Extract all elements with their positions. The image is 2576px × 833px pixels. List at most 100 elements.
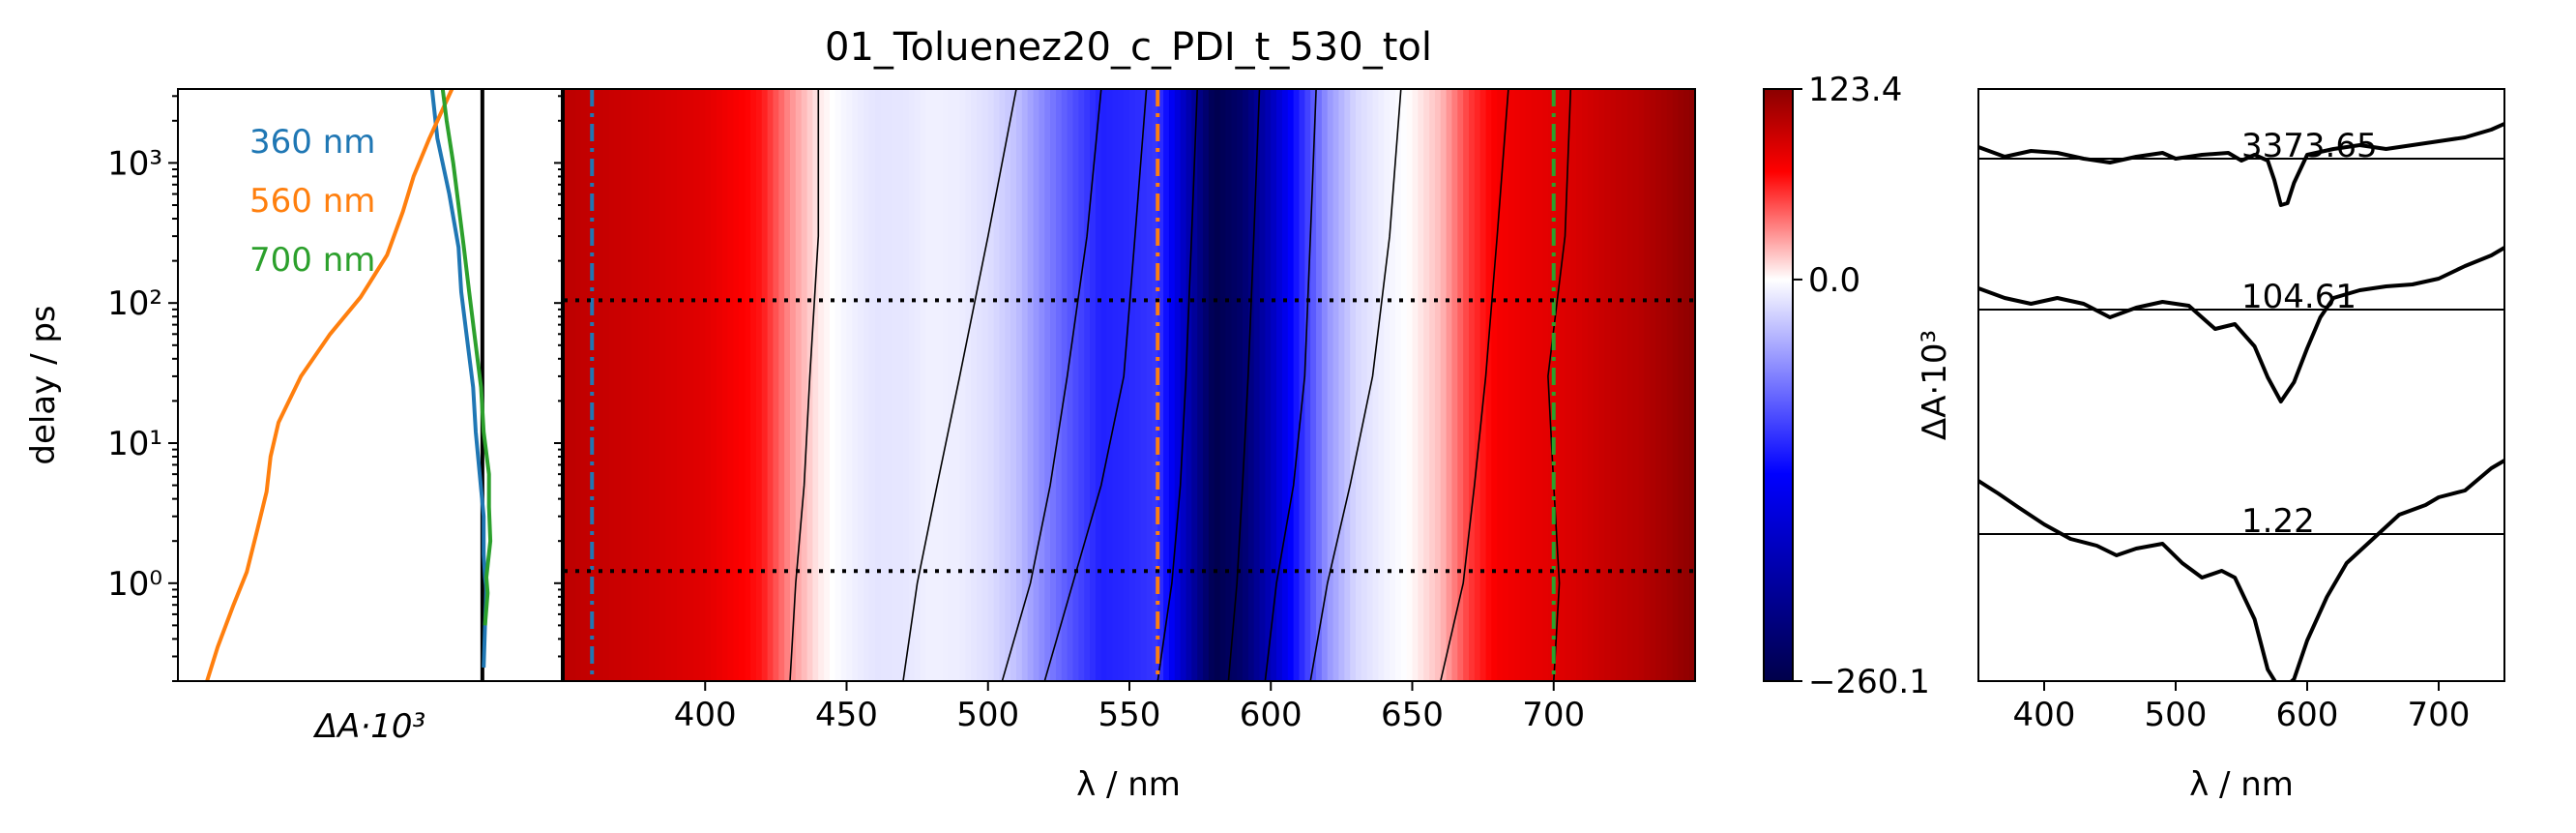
heatmap-cell bbox=[1626, 89, 1634, 681]
heatmap-cell bbox=[834, 89, 842, 681]
heatmap-cell bbox=[1542, 89, 1549, 681]
heatmap-cell bbox=[942, 89, 950, 681]
heatmap-cell bbox=[1299, 89, 1305, 681]
map-x-tick-label: 400 bbox=[674, 696, 737, 734]
spectra-labels: 3373.65 104.61 1.22 bbox=[2241, 127, 2378, 541]
heatmap-cell bbox=[858, 89, 864, 681]
heatmap-cell bbox=[840, 89, 848, 681]
heatmap-cell bbox=[1384, 89, 1390, 681]
heatmap-cell bbox=[671, 89, 678, 681]
heatmap-cell bbox=[1090, 89, 1097, 681]
heatmap-cell bbox=[1219, 89, 1227, 681]
heatmap-cell bbox=[897, 89, 904, 681]
heatmap-cell bbox=[1400, 89, 1408, 681]
heatmap-cell bbox=[959, 89, 966, 681]
heatmap-cell bbox=[693, 89, 700, 681]
heatmap-cell bbox=[1129, 89, 1136, 681]
heatmap-cell bbox=[1186, 89, 1192, 681]
heatmap-cell bbox=[727, 89, 735, 681]
heatmap-cell bbox=[648, 89, 656, 681]
heatmap-cell bbox=[914, 89, 922, 681]
heatmap-cell bbox=[1474, 89, 1481, 681]
heatmap-cell bbox=[1497, 89, 1504, 681]
heatmap-cell bbox=[1655, 89, 1662, 681]
heatmap-cell bbox=[1356, 89, 1362, 681]
heatmap-cell bbox=[1434, 89, 1442, 681]
heatmap-cell bbox=[1044, 89, 1051, 681]
heatmap-cell bbox=[829, 89, 836, 681]
heatmap-cell bbox=[1180, 89, 1187, 681]
heatmap-cell bbox=[592, 89, 599, 681]
heatmap-cell bbox=[1191, 89, 1198, 681]
heatmap-cell bbox=[1451, 89, 1458, 681]
heatmap-cell bbox=[1050, 89, 1057, 681]
heatmap-cell bbox=[750, 89, 757, 681]
heatmap-cell bbox=[1338, 89, 1345, 681]
heatmap-cell bbox=[564, 89, 571, 681]
heatmap-cell bbox=[739, 89, 746, 681]
heatmap-cell bbox=[818, 89, 825, 681]
heatmap-cell bbox=[1666, 89, 1674, 681]
kinetic-trace bbox=[205, 89, 454, 681]
heatmap-cell bbox=[1587, 89, 1595, 681]
chart-title: 01_Toluenez20_c_PDI_t_530_tol bbox=[825, 25, 1432, 70]
spectrum-delay-label: 3373.65 bbox=[2241, 127, 2378, 165]
heatmap-cell bbox=[1078, 89, 1085, 681]
heatmap-cell bbox=[1390, 89, 1396, 681]
y-tick-label: 10³ bbox=[107, 144, 162, 183]
heatmap-cell bbox=[1163, 89, 1170, 681]
heatmap-cell bbox=[586, 89, 593, 681]
heatmap-cell bbox=[773, 89, 779, 681]
heatmap-cell bbox=[1084, 89, 1091, 681]
contour-line bbox=[1440, 89, 1509, 681]
heatmap-cell bbox=[580, 89, 587, 681]
heatmap-cell bbox=[1112, 89, 1119, 681]
heatmap-cell bbox=[965, 89, 972, 681]
heatmap-cell bbox=[1519, 89, 1527, 681]
heatmap-cell bbox=[614, 89, 622, 681]
heatmap-cell bbox=[1547, 89, 1555, 681]
heatmap-cell bbox=[1531, 89, 1537, 681]
heatmap-cell bbox=[1632, 89, 1640, 681]
heatmap-cell bbox=[1134, 89, 1142, 681]
heatmap-cell bbox=[1327, 89, 1334, 681]
heatmap-cell bbox=[1429, 89, 1436, 681]
heatmap-cell bbox=[1650, 89, 1656, 681]
contour-line bbox=[789, 89, 820, 681]
heatmap-cell bbox=[812, 89, 819, 681]
heatmap-cell bbox=[1157, 89, 1164, 681]
heatmap-cell bbox=[1027, 89, 1035, 681]
heatmap-cell bbox=[1231, 89, 1238, 681]
heatmap-cell bbox=[1660, 89, 1668, 681]
heatmap-cell bbox=[1310, 89, 1317, 681]
heatmap-cell bbox=[880, 89, 888, 681]
heatmap-cell bbox=[1604, 89, 1611, 681]
heatmap-cell bbox=[705, 89, 712, 681]
heatmap-cell bbox=[1332, 89, 1340, 681]
heatmap-cell bbox=[1208, 89, 1215, 681]
heatmap-cell bbox=[1152, 89, 1158, 681]
heatmap-cell bbox=[699, 89, 706, 681]
heatmap-cell bbox=[1146, 89, 1153, 681]
heatmap-cell bbox=[1253, 89, 1261, 681]
heatmap-cell bbox=[784, 89, 791, 681]
heatmap-cell bbox=[1440, 89, 1448, 681]
heatmap-cell bbox=[1005, 89, 1011, 681]
heatmap-cell bbox=[1593, 89, 1600, 681]
heatmap-cell bbox=[1394, 89, 1402, 681]
contour-line bbox=[1043, 89, 1148, 681]
kinetics-legend: 360 nm 560 nm 700 nm bbox=[249, 123, 375, 280]
heatmap-cell bbox=[1378, 89, 1385, 681]
heatmap-cell bbox=[1271, 89, 1277, 681]
heatmap-cell bbox=[1321, 89, 1329, 681]
map-x-tick-label: 500 bbox=[956, 696, 1019, 734]
axes-ticks: 10⁰ 10¹ 10² 10³ 400 450 500 550 600 650 700 −260.1 0… bbox=[107, 71, 2470, 734]
heatmap-cell bbox=[987, 89, 995, 681]
heatmap-cell bbox=[1361, 89, 1368, 681]
heatmap-cell bbox=[1683, 89, 1690, 681]
contour-lines bbox=[789, 89, 1572, 681]
heatmap-cell bbox=[903, 89, 910, 681]
heatmap-cell bbox=[1570, 89, 1577, 681]
map-x-tick-label: 700 bbox=[1522, 696, 1585, 734]
heatmap-cell bbox=[721, 89, 729, 681]
